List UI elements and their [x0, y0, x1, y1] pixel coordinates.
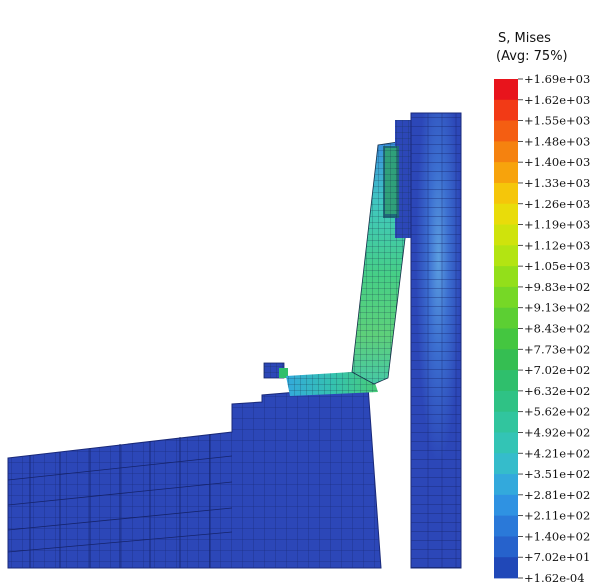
legend-value-label: +8.43e+02 [524, 322, 590, 336]
legend-swatch [494, 224, 518, 246]
legend-swatch [494, 328, 518, 350]
legend-swatch [494, 307, 518, 329]
legend-value-label: +1.55e+03 [524, 114, 590, 128]
legend-value-label: +2.11e+02 [524, 509, 590, 523]
legend-value-label: +1.62e+03 [524, 93, 590, 107]
legend-value-label: +1.33e+03 [524, 176, 590, 190]
legend-value-label: +6.32e+02 [524, 384, 590, 398]
legend-swatch [494, 453, 518, 475]
legend-swatch [494, 245, 518, 267]
legend-title-line2: (Avg: 75%) [496, 49, 568, 64]
vertical-post [410, 112, 462, 569]
legend-swatch [494, 286, 518, 309]
legend-swatch [494, 474, 518, 496]
legend-swatch [494, 120, 518, 142]
legend-swatches [494, 79, 518, 579]
legend-value-label: +7.02e+01 [524, 550, 590, 564]
legend-value-label: +9.83e+02 [524, 280, 590, 294]
arm-foot [286, 372, 378, 396]
legend-value-label: +4.92e+02 [524, 425, 590, 439]
legend-swatch [494, 182, 518, 205]
legend-value-label: +1.62e-04 [524, 571, 585, 582]
contact-nub [263, 362, 288, 379]
legend-swatch [494, 515, 518, 537]
legend-value-label: +3.51e+02 [524, 467, 590, 481]
legend-value-label: +1.69e+03 [524, 72, 590, 86]
legend-swatch [494, 370, 518, 392]
legend-value-label: +1.19e+03 [524, 218, 590, 232]
legend-swatch [494, 411, 518, 433]
legend-value-label: +1.05e+03 [524, 259, 590, 273]
legend-value-label: +7.02e+02 [524, 363, 590, 377]
legend-swatch [494, 141, 518, 163]
legend-swatch [494, 79, 518, 101]
legend-value-label: +1.12e+03 [524, 238, 590, 252]
legend-swatch [494, 557, 518, 579]
legend-swatch [494, 203, 518, 225]
stress-legend: S, Mises (Avg: 75%) +1.69e+03+1.62e+03+1… [494, 31, 590, 582]
legend-value-label: +1.40e+02 [524, 529, 590, 543]
legend-value-label: +2.81e+02 [524, 488, 590, 502]
legend-swatch [494, 494, 518, 517]
legend-swatch [494, 266, 518, 288]
legend-swatch [494, 349, 518, 371]
legend-swatch [494, 99, 518, 121]
legend-value-label: +7.73e+02 [524, 342, 590, 356]
legend-labels: +1.69e+03 +1.62e+03 +1.55e+03 +1.48e+03 +1.4… [518, 72, 590, 582]
legend-title-line1: S, Mises [498, 31, 551, 46]
base-block [7, 385, 382, 569]
legend-swatch [494, 536, 518, 558]
legend-swatch [494, 162, 518, 184]
legend-value-label: +1.40e+03 [524, 155, 590, 169]
legend-value-label: +1.48e+03 [524, 134, 590, 148]
arm-head [383, 120, 411, 238]
legend-value-label: +9.13e+02 [524, 301, 590, 315]
legend-swatch [494, 432, 518, 454]
legend-value-label: +1.26e+03 [524, 197, 590, 211]
legend-value-label: +4.21e+02 [524, 446, 590, 460]
legend-swatch [494, 390, 518, 413]
legend-value-label: +5.62e+02 [524, 405, 590, 419]
